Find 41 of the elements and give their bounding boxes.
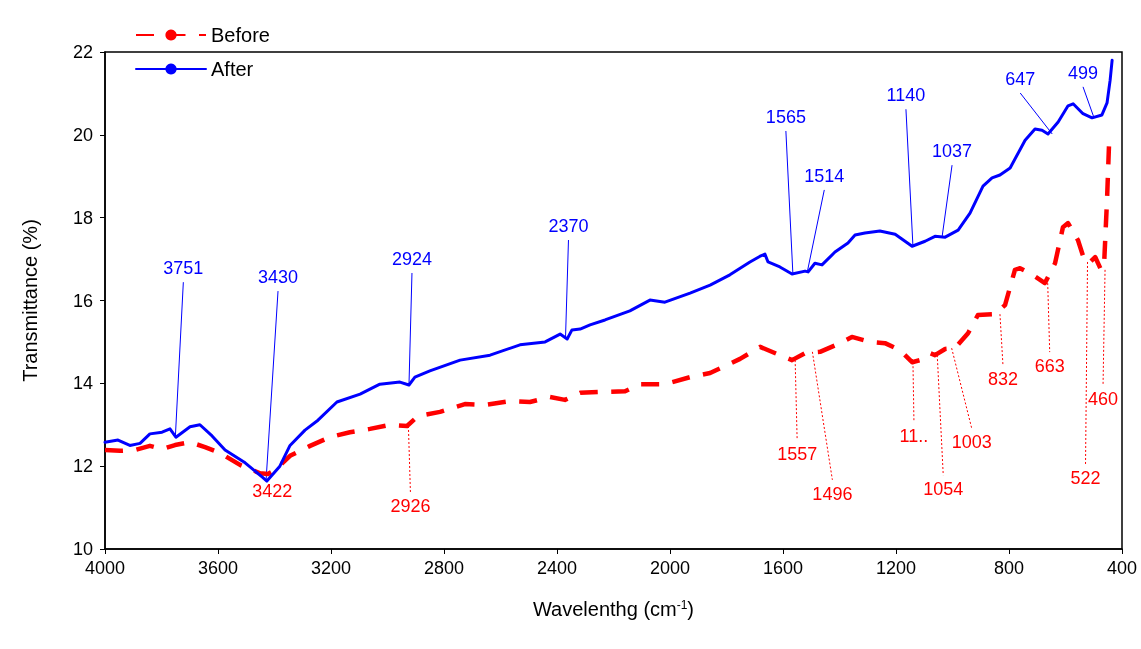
annotation: 460 <box>1088 388 1119 409</box>
annotation: 3430 <box>258 267 299 288</box>
legend-label: Before <box>211 24 270 46</box>
y-tick-label: 10 <box>72 539 93 559</box>
annotation: 2924 <box>391 248 432 269</box>
annotation: 1565 <box>765 106 806 127</box>
x-tick-label: 400 <box>1106 558 1138 578</box>
annotation: 1140 <box>886 85 926 106</box>
y-tick-label: 16 <box>72 290 93 311</box>
annotation: 647 <box>1005 69 1036 89</box>
x-tick-label: 1600 <box>762 558 804 578</box>
annotation: 3751 <box>163 258 204 279</box>
x-tick-label: 2800 <box>423 558 465 578</box>
x-tick-label: 1200 <box>875 558 917 578</box>
y-tick-label: 14 <box>72 373 93 394</box>
x-tick-label: 2000 <box>649 558 691 578</box>
annotation: 1514 <box>804 165 845 186</box>
annotation: 499 <box>1068 62 1099 83</box>
legend-label: After <box>211 58 254 80</box>
x-tick-label: 2400 <box>536 558 578 578</box>
y-tick-label: 12 <box>72 456 93 477</box>
annotation: 663 <box>1034 356 1065 377</box>
y-tick-label: 22 <box>72 42 93 62</box>
annotation: 1557 <box>777 444 818 465</box>
x-tick-label: 800 <box>993 558 1025 578</box>
annotation: 11.. <box>899 426 929 447</box>
y-axis-title: Transmittance (%) <box>19 219 41 382</box>
x-tick-label: 3600 <box>197 558 239 578</box>
annotation: 832 <box>987 369 1018 390</box>
y-tick-label: 18 <box>72 207 93 228</box>
annotation: 522 <box>1070 467 1101 488</box>
x-tick-label: 3200 <box>310 558 352 578</box>
annotation: 3422 <box>252 481 293 502</box>
annotation: 2370 <box>548 216 589 237</box>
annotation: 1037 <box>932 141 973 162</box>
annotation: 1054 <box>923 479 964 500</box>
annotation: 1496 <box>812 483 853 504</box>
annotation: 1003 <box>951 432 992 453</box>
y-tick-label: 20 <box>72 124 93 145</box>
annotation: 2926 <box>390 495 431 516</box>
x-tick-label: 4000 <box>84 558 126 578</box>
